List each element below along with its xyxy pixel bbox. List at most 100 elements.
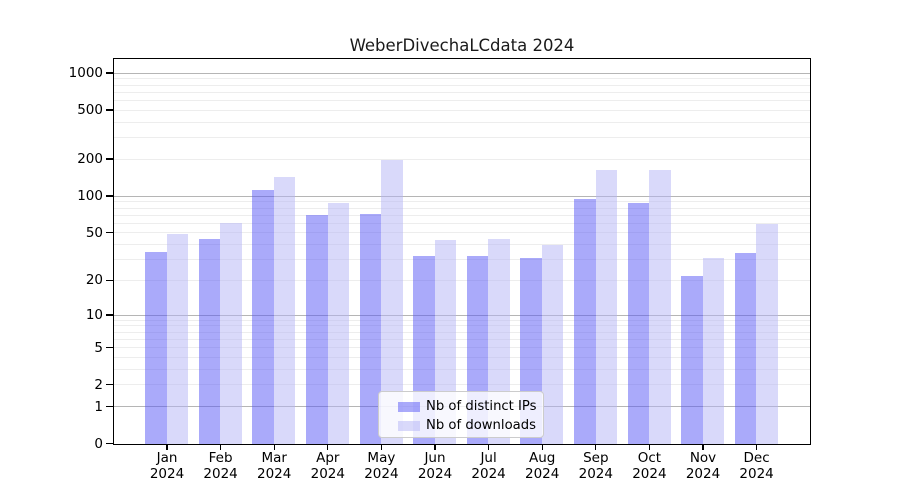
bar-nb-of-downloads-jan [166,234,189,444]
xtick-month: Feb [208,450,233,466]
gridline-minor [114,91,810,93]
ytick-mark [106,158,113,160]
gridline-minor [114,100,810,102]
xtick-mark [541,445,543,451]
xtick-year: 2024 [525,465,560,482]
bar-nb-of-downloads-dec [756,224,778,444]
xtick-label-apr: Apr 2024 [296,450,360,482]
bar-nb-of-distinct-ips-apr [306,215,328,444]
ytick-mark [106,314,113,316]
xtick-mark [702,445,704,451]
xtick-month: Jan [156,450,178,466]
ytick-label: 1000 [68,64,103,81]
gridline-major [114,195,810,197]
gridline-minor [114,137,810,139]
bar-nb-of-distinct-ips-mar [252,189,274,444]
ytick-label: 500 [77,102,103,119]
xtick-year: 2024 [149,465,185,482]
xtick-mark [273,445,275,451]
xtick-mark [648,445,651,451]
bar-nb-of-distinct-ips-jan [145,251,167,444]
xtick-label-jan: Jan 2024 [135,450,199,482]
xtick-month: Sep [583,450,609,466]
bar-nb-of-downloads-nov [702,258,725,444]
ytick-mark [106,195,113,197]
plot-area [113,58,811,445]
bar-nb-of-downloads-oct [649,169,671,444]
ytick-mark [106,346,113,349]
gridline-minor [114,325,810,327]
gridline-minor [114,369,810,370]
ytick-mark [106,384,113,386]
xtick-year: 2024 [257,465,292,482]
gridline-minor [114,259,810,261]
gridline-minor [114,319,810,321]
bar-nb-of-distinct-ips-nov [681,275,703,444]
ytick-mark [106,443,113,445]
legend-swatch-nb-of-distinct-ips [398,401,420,412]
ytick-mark [106,109,113,111]
bar-nb-of-downloads-aug [541,244,564,444]
bar-nb-of-downloads-sep [595,169,617,444]
ytick-label: 100 [77,188,103,205]
gridline-minor [114,331,810,333]
xtick-label-sep: Sep 2024 [564,450,628,482]
gridline-minor [114,357,810,359]
xtick-mark [166,445,168,451]
legend: Nb of distinct IPs Nb of downloads [378,391,544,438]
xtick-year: 2024 [364,465,399,482]
xtick-label-nov: Nov 2024 [671,450,735,482]
xtick-year: 2024 [310,465,345,482]
xtick-mark [487,445,490,451]
ytick-label: 50 [85,224,103,241]
gridline-minor [114,214,810,216]
gridline-minor [114,78,810,80]
bar-nb-of-downloads-mar [273,176,296,444]
bar-nb-of-downloads-apr [327,203,349,444]
gridline-minor [114,158,810,160]
gridline-minor [114,109,810,111]
gridline-minor [114,244,810,246]
xtick-mark [755,445,758,451]
ytick-label: 20 [85,272,103,289]
legend-label: Nb of distinct IPs [426,399,537,414]
bar-nb-of-distinct-ips-sep [574,198,596,444]
ytick-label: 2 [94,376,103,393]
xtick-label-dec: Dec 2024 [725,450,789,482]
xtick-month: Dec [743,450,770,466]
xtick-year: 2024 [471,465,506,482]
gridline-minor [114,84,810,86]
bar-nb-of-downloads-may [381,160,403,444]
xtick-month: May [367,450,396,466]
xtick-label-feb: Feb 2024 [189,450,253,482]
xtick-year: 2024 [578,465,613,482]
xtick-month: Apr [316,450,340,466]
xtick-mark [380,445,383,451]
xtick-label-aug: Aug 2024 [510,450,574,482]
legend-label: Nb of downloads [426,418,536,433]
ytick-mark [106,232,113,234]
xtick-label-jul: Jul 2024 [457,450,521,482]
xtick-month: Jul [480,450,497,466]
gridline-minor [114,207,810,209]
ytick-label: 10 [85,307,103,324]
bar-nb-of-distinct-ips-oct [627,202,650,444]
ytick-mark [106,405,113,408]
gridline-minor [114,232,810,234]
legend-row-nb-of-downloads: Nb of downloads [379,416,543,435]
gridline-minor [114,121,810,123]
xtick-year: 2024 [203,465,238,482]
xtick-year: 2024 [685,465,721,482]
legend-swatch-nb-of-downloads [398,420,420,431]
gridline-minor [114,201,810,203]
gridline-minor [114,338,810,340]
ytick-label: 200 [77,151,103,168]
xtick-label-mar: Mar 2024 [242,450,306,482]
xtick-mark [595,445,597,451]
xtick-year: 2024 [632,465,667,482]
gridline-minor [114,347,810,349]
xtick-mark [327,445,329,451]
xtick-month: Aug [529,450,556,466]
xtick-month: Mar [261,450,287,466]
